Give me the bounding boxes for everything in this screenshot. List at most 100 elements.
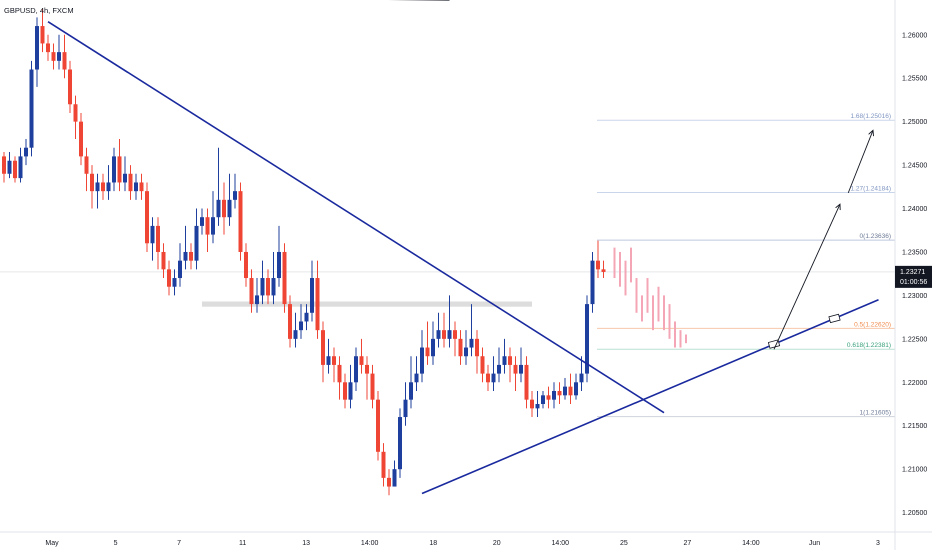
candle-body [7, 160, 12, 174]
fib-label: 0(1.23636) [860, 233, 891, 240]
price-axis[interactable]: 1.26000 1.25500 1.25000 1.24500 1.24000 1.235… [894, 0, 932, 550]
fib-label: 0.5(1.22620) [854, 321, 891, 328]
countdown-label: 01:00:56 [900, 279, 927, 286]
candle-body [222, 199, 226, 218]
y-tick-label: 1.23000 [902, 293, 927, 300]
x-tick-label: May [45, 540, 59, 547]
candle-body [18, 156, 23, 179]
candle-body [211, 217, 215, 235]
candle-body [343, 382, 347, 400]
support-zone [202, 301, 532, 307]
trendlines[interactable] [4, 0, 879, 495]
candle-body [541, 395, 545, 405]
x-tick-label: 13 [302, 540, 310, 547]
candle-body [40, 26, 45, 44]
candle-body [260, 278, 265, 296]
candle-body [491, 373, 496, 383]
candle-body [596, 260, 600, 270]
candle-body [123, 173, 127, 183]
candle-body [590, 260, 595, 305]
last-price-label: 1.23271 [900, 269, 925, 276]
candle-body [29, 69, 34, 148]
y-tick-label: 1.24500 [902, 163, 927, 170]
x-tick-label: 11 [239, 540, 246, 547]
y-tick-label: 1.22000 [902, 380, 927, 387]
candle-body [79, 121, 83, 157]
candle-body [480, 356, 485, 374]
projected-candles [613, 247, 687, 348]
candle-body [299, 321, 303, 331]
candle-body [200, 217, 204, 226]
candle-body [117, 156, 122, 183]
candle-body [359, 356, 364, 365]
fib-label: 1.27(1.24184) [851, 186, 891, 193]
candle-body [172, 278, 177, 287]
candle-body [134, 182, 138, 192]
candle-body [414, 373, 419, 383]
candle-body [183, 251, 188, 261]
candle-body [178, 260, 182, 279]
candle-body [150, 225, 155, 244]
candle-body [348, 382, 353, 400]
candle-body [128, 173, 133, 192]
candle-body [161, 251, 166, 270]
time-axis[interactable]: May 5 7 11 13 14:00 18 20 14:00 25 27 14:00 Jun 3 [0, 531, 932, 547]
candle-body [458, 338, 463, 357]
candle-body [365, 364, 369, 374]
x-tick-label: 7 [177, 540, 181, 547]
candle-body [310, 278, 314, 313]
candle-body [288, 304, 292, 339]
candle-body [392, 469, 397, 487]
candle-body [233, 191, 237, 200]
y-tick-label: 1.21500 [902, 423, 927, 430]
y-tick-label: 1.24000 [902, 206, 927, 213]
y-tick-label: 1.22500 [902, 336, 927, 343]
candle-body [194, 225, 199, 261]
candle-body [46, 43, 50, 53]
candle-body [530, 399, 534, 409]
y-tick-label: 1.25500 [902, 76, 927, 83]
candle-body [244, 251, 248, 279]
candle-body [585, 304, 589, 374]
fib-label: 1.68(1.25016) [851, 113, 891, 120]
projection-arrow [773, 204, 840, 350]
candle-body [167, 269, 171, 287]
y-tick-label: 1.25000 [902, 119, 927, 126]
last-price-tag [895, 265, 932, 288]
candle-body [497, 364, 501, 374]
candle-body [464, 347, 468, 357]
x-tick-label: 14:00 [361, 540, 379, 547]
fib-label: 1(1.21605) [860, 410, 891, 417]
candle-body [431, 338, 435, 357]
candle-body [106, 182, 111, 192]
candle-body [293, 330, 298, 339]
candle-body [266, 278, 270, 296]
x-tick-label: Jun [809, 540, 820, 547]
candle-body [508, 356, 512, 365]
candle-body [546, 395, 551, 400]
fib-label: 0.618(1.22381) [847, 342, 891, 349]
x-tick-label: 14:00 [742, 540, 760, 547]
y-tick-label: 1.20500 [902, 510, 927, 517]
candle-body [387, 477, 391, 487]
candle-body [84, 156, 89, 174]
candle-body [535, 404, 540, 409]
candle-body [51, 52, 56, 61]
candle-body [442, 330, 446, 339]
candle-body [189, 251, 193, 261]
candle-body [469, 338, 474, 348]
candle-body [90, 173, 94, 192]
anchor-box [828, 313, 841, 324]
candle-body [62, 52, 67, 70]
candle-body [376, 399, 380, 452]
candle-body [447, 330, 452, 339]
candle-body [420, 347, 424, 374]
candle-body [145, 191, 149, 244]
candle-body [425, 347, 430, 357]
y-tick-label: 1.21000 [902, 467, 927, 474]
candle-body [238, 191, 243, 252]
trendline [421, 299, 879, 495]
candle-body [475, 338, 479, 357]
y-tick-label: 1.23500 [902, 249, 927, 256]
